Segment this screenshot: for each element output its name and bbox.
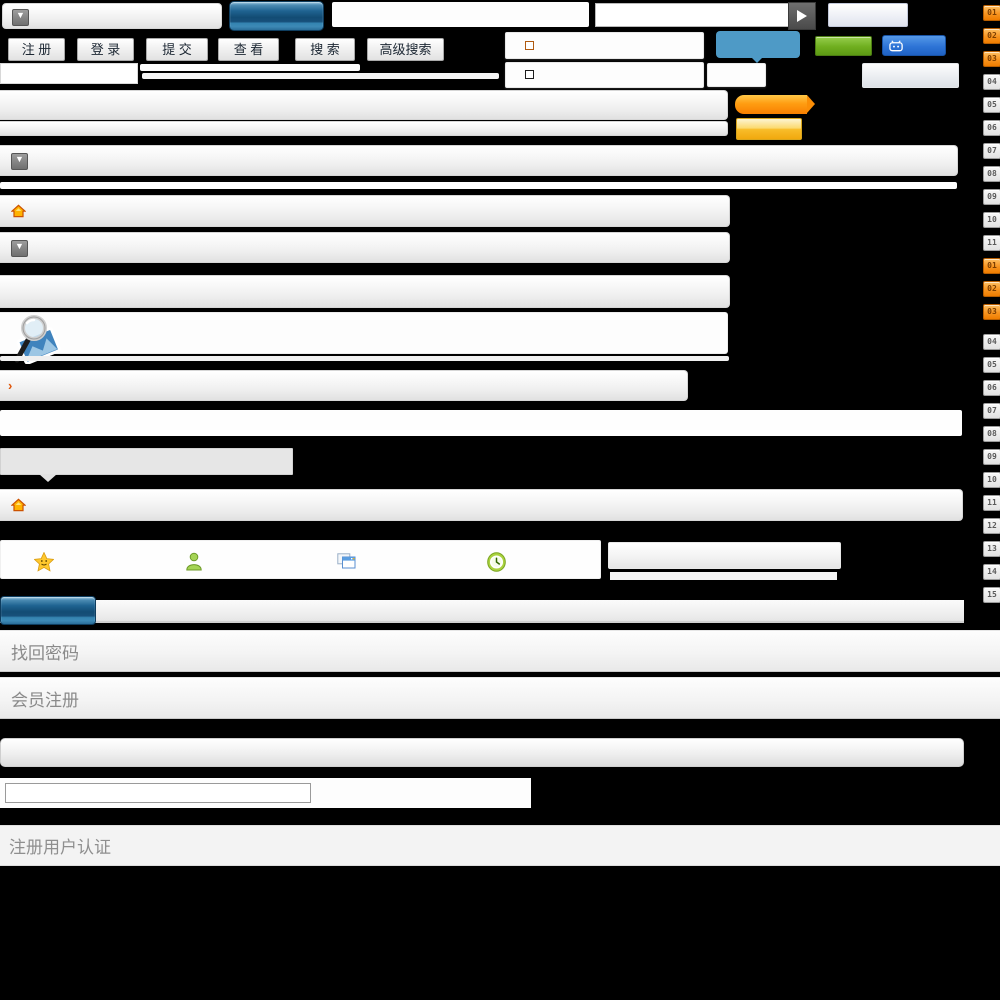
option-panel-orange[interactable] [505, 32, 704, 59]
mini-box-header [608, 542, 841, 569]
play-arrow-icon [797, 10, 807, 22]
chevron-down-icon[interactable]: ▼ [11, 153, 28, 170]
index-badge-set1-10[interactable]: 10 [983, 212, 1000, 228]
white-row [0, 410, 962, 436]
active-blue-tab[interactable] [0, 596, 96, 625]
home-icon[interactable] [11, 204, 26, 218]
dropdown-bar-wide[interactable]: ▼ [0, 145, 958, 176]
option-panel-black[interactable] [505, 62, 704, 88]
tab-strip [0, 600, 964, 623]
right-mini-box [608, 542, 841, 582]
search-go-button[interactable] [788, 2, 816, 30]
light-button[interactable] [828, 3, 908, 27]
index-badge-set1-04[interactable]: 04 [983, 74, 1000, 90]
search-input[interactable] [595, 3, 791, 27]
favorite-star-icon[interactable] [34, 552, 54, 572]
index-badge-set1-09[interactable]: 09 [983, 189, 1000, 205]
section-header-registered-user-auth: 注册用户认证 [0, 825, 1000, 866]
login-button[interactable]: 登 录 [77, 38, 134, 61]
black-checkbox-icon[interactable] [525, 70, 534, 79]
search-bar [595, 2, 817, 30]
plain-bar [0, 275, 730, 308]
mini-box-strip [610, 572, 837, 580]
thin-strip [140, 64, 360, 71]
toolbar-blank-bar [332, 2, 589, 27]
icon-menu-panel [0, 540, 601, 579]
index-badge-set2-10[interactable]: 10 [983, 472, 1000, 488]
submit-button[interactable]: 提 交 [146, 38, 208, 61]
orange-arrow-button[interactable] [735, 95, 815, 114]
member-person-icon[interactable] [185, 552, 203, 571]
header-label: 找回密码 [11, 643, 79, 663]
index-badge-set2-12[interactable]: 12 [983, 518, 1000, 534]
home-icon[interactable] [11, 498, 26, 512]
wide-bar [0, 90, 728, 120]
form-bar [0, 738, 964, 767]
index-badge-set2-06[interactable]: 06 [983, 380, 1000, 396]
chevron-down-icon[interactable]: ▼ [11, 240, 28, 257]
advanced-search-button[interactable]: 高级搜索 [367, 38, 444, 61]
index-badge-set1-08[interactable]: 08 [983, 166, 1000, 182]
green-button[interactable] [815, 36, 872, 56]
thin-strip [142, 73, 499, 79]
yellow-button[interactable] [736, 118, 802, 140]
chevron-right-icon: › [8, 378, 13, 393]
text-input[interactable] [0, 63, 138, 84]
header-label: 会员注册 [11, 690, 79, 710]
blue-tooltip [716, 31, 800, 63]
header-label: 注册用户认证 [9, 838, 111, 857]
home-bar-2[interactable] [0, 489, 963, 521]
index-badge-set2-13[interactable]: 13 [983, 541, 1000, 557]
index-badge-set2-02[interactable]: 02 [983, 281, 1000, 297]
light-gradient-box [862, 63, 959, 88]
wide-bar-thin [0, 121, 728, 136]
blue-tv-button[interactable] [882, 35, 946, 56]
index-badge-set2-14[interactable]: 14 [983, 564, 1000, 580]
section-header-retrieve-password: 找回密码 [0, 630, 1000, 672]
thin-strip [0, 182, 957, 189]
index-badge-set2-11[interactable]: 11 [983, 495, 1000, 511]
index-badge-set1-06[interactable]: 06 [983, 120, 1000, 136]
index-badge-set1-03[interactable]: 03 [983, 51, 1000, 67]
thin-strip [0, 356, 729, 361]
form-row [0, 778, 531, 808]
index-badge-set2-08[interactable]: 08 [983, 426, 1000, 442]
select-dropdown-bar[interactable]: ▼ [2, 3, 222, 29]
index-badge-set2-04[interactable]: 04 [983, 334, 1000, 350]
index-badge-set2-07[interactable]: 07 [983, 403, 1000, 419]
index-badge-set2-05[interactable]: 05 [983, 357, 1000, 373]
index-badge-set1-01[interactable]: 01 [983, 5, 1000, 21]
browser-windows-icon[interactable] [337, 553, 356, 569]
index-badge-set1-11[interactable]: 11 [983, 235, 1000, 251]
chevron-link-bar[interactable]: › [0, 370, 688, 401]
index-badge-set2-09[interactable]: 09 [983, 449, 1000, 465]
history-clock-icon[interactable] [487, 552, 506, 572]
chevron-down-icon[interactable]: ▼ [12, 9, 29, 26]
small-white-box [707, 63, 766, 87]
register-button[interactable]: 注 册 [8, 38, 65, 61]
view-button[interactable]: 查 看 [218, 38, 279, 61]
glossy-blue-button[interactable] [229, 1, 324, 31]
index-badge-set1-07[interactable]: 07 [983, 143, 1000, 159]
index-badge-set2-15[interactable]: 15 [983, 587, 1000, 603]
form-text-input[interactable] [5, 783, 311, 803]
index-badge-set1-05[interactable]: 05 [983, 97, 1000, 113]
search-preview-bar [0, 312, 728, 354]
search-button[interactable]: 搜 索 [295, 38, 355, 61]
gray-tooltip [0, 448, 293, 482]
index-badge-set2-03[interactable]: 03 [983, 304, 1000, 320]
tv-icon [889, 39, 903, 51]
index-badge-set1-02[interactable]: 02 [983, 28, 1000, 44]
orange-checkbox-icon[interactable] [525, 41, 534, 50]
dropdown-bar-2[interactable]: ▼ [0, 232, 730, 263]
index-badge-set2-01[interactable]: 01 [983, 258, 1000, 274]
section-header-member-register: 会员注册 [0, 677, 1000, 719]
home-bar-1[interactable] [0, 195, 730, 227]
